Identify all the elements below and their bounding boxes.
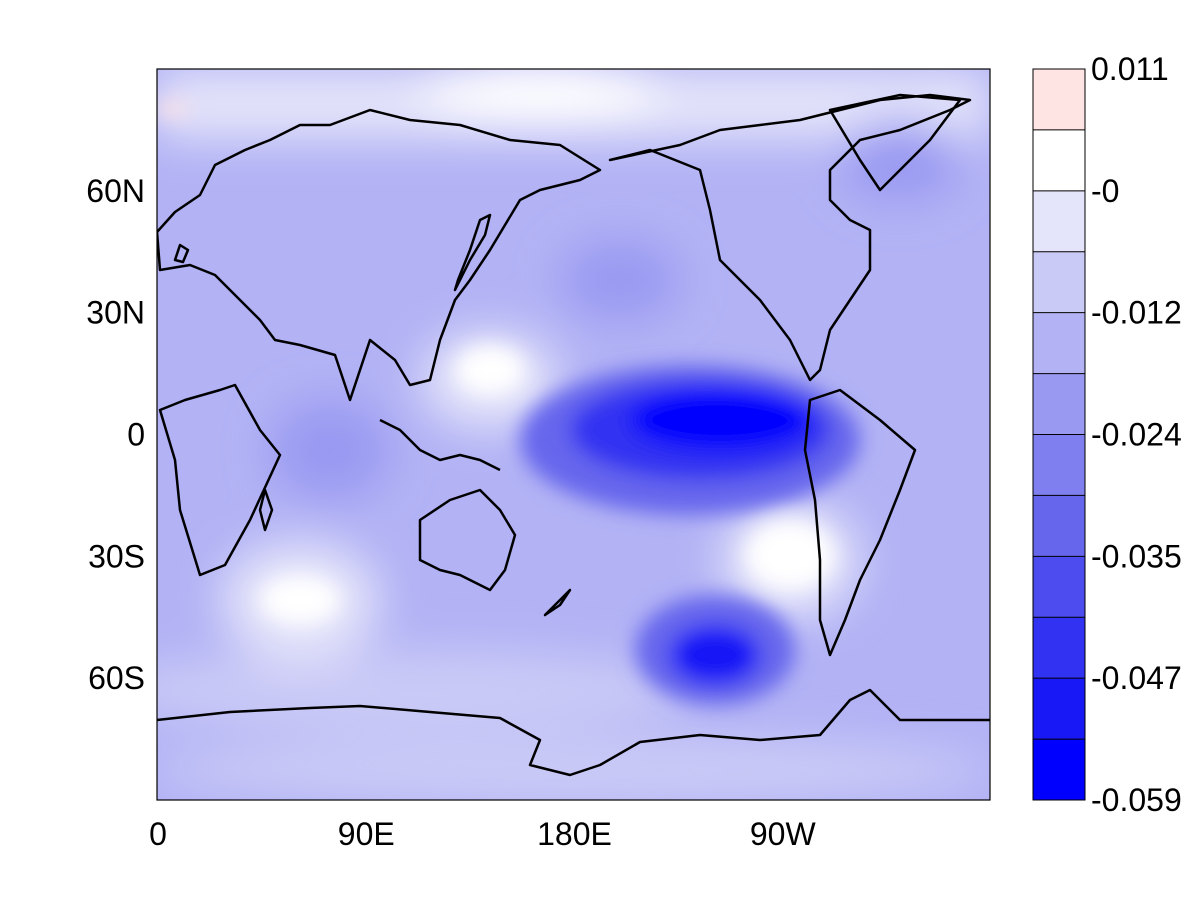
colorbar-swatch bbox=[1033, 678, 1085, 740]
colorbar-label: -0.035 bbox=[1091, 538, 1182, 574]
latitude-axis: 60N 30N 0 30S 60S bbox=[86, 173, 145, 696]
colorbar-swatch bbox=[1033, 69, 1085, 131]
north-pacific-medium-area bbox=[560, 240, 680, 320]
colorbar-label: -0.024 bbox=[1091, 417, 1182, 453]
colorbar-label: -0.012 bbox=[1091, 295, 1182, 331]
latitude-label: 0 bbox=[127, 417, 145, 453]
colorbar-swatch bbox=[1033, 251, 1085, 314]
coastline-japan bbox=[453, 213, 492, 292]
data-field bbox=[157, 69, 990, 800]
plot-frame bbox=[156, 68, 991, 801]
longitude-label: 0 bbox=[149, 816, 167, 852]
positive-corner-patch bbox=[157, 102, 187, 116]
colorbar-swatch bbox=[1033, 495, 1085, 557]
colorbar-swatch bbox=[1033, 373, 1085, 435]
west-pacific-white-core bbox=[455, 345, 525, 395]
south-indian-white-core bbox=[260, 575, 340, 625]
coastline-antarctica bbox=[157, 688, 990, 777]
arctic-white-patch bbox=[420, 69, 660, 120]
coastlines bbox=[157, 93, 990, 777]
southern-ocean-light-band bbox=[157, 650, 700, 730]
longitude-axis: 0 90E 180E 90W bbox=[149, 816, 816, 852]
coastline-new-zealand bbox=[543, 588, 572, 617]
colorbar-label: -0 bbox=[1091, 173, 1119, 209]
colorbar-swatch bbox=[1033, 556, 1085, 618]
tropical-pacific-core bbox=[630, 390, 810, 450]
latitude-label: 30N bbox=[86, 295, 145, 331]
latitude-label: 30S bbox=[88, 538, 145, 574]
coastline-indonesia bbox=[379, 418, 501, 472]
colorbar-swatch bbox=[1033, 739, 1085, 801]
latitude-label: 60N bbox=[86, 173, 145, 209]
colorbar: 0.011 -0 -0.012 -0.024 -0.035 -0.047 -0.059 bbox=[1032, 51, 1182, 818]
colorbar-frame bbox=[1032, 68, 1086, 801]
longitude-label: 180E bbox=[537, 816, 612, 852]
antarctic-light-band bbox=[157, 735, 990, 800]
latitude-label: 60S bbox=[88, 660, 145, 696]
coastline-africa bbox=[158, 383, 282, 577]
coastline-greenland bbox=[828, 93, 962, 192]
colorbar-swatch bbox=[1033, 434, 1085, 496]
indian-ocean-medium-area bbox=[270, 400, 390, 500]
colorbar-label: -0.047 bbox=[1091, 660, 1182, 696]
colorbar-label: 0.011 bbox=[1091, 51, 1169, 87]
coastline-north-america bbox=[608, 93, 972, 382]
southeast-pacific-white-core bbox=[745, 520, 835, 590]
coastline-madagascar bbox=[258, 488, 274, 532]
coastline-australia bbox=[418, 488, 517, 592]
colorbar-swatch bbox=[1033, 312, 1085, 375]
hudson-medium-area bbox=[840, 120, 960, 200]
longitude-label: 90E bbox=[338, 816, 395, 852]
colorbar-label: -0.059 bbox=[1091, 782, 1182, 818]
coastline-south-america bbox=[803, 388, 917, 657]
colorbar-swatch bbox=[1033, 190, 1085, 253]
colorbar-swatch bbox=[1033, 129, 1085, 192]
southern-ocean-core bbox=[670, 625, 760, 685]
coastline-eurasia bbox=[157, 108, 602, 402]
longitude-label: 90W bbox=[750, 816, 817, 852]
colorbar-swatch bbox=[1033, 617, 1085, 679]
coastline-uk bbox=[173, 243, 190, 264]
